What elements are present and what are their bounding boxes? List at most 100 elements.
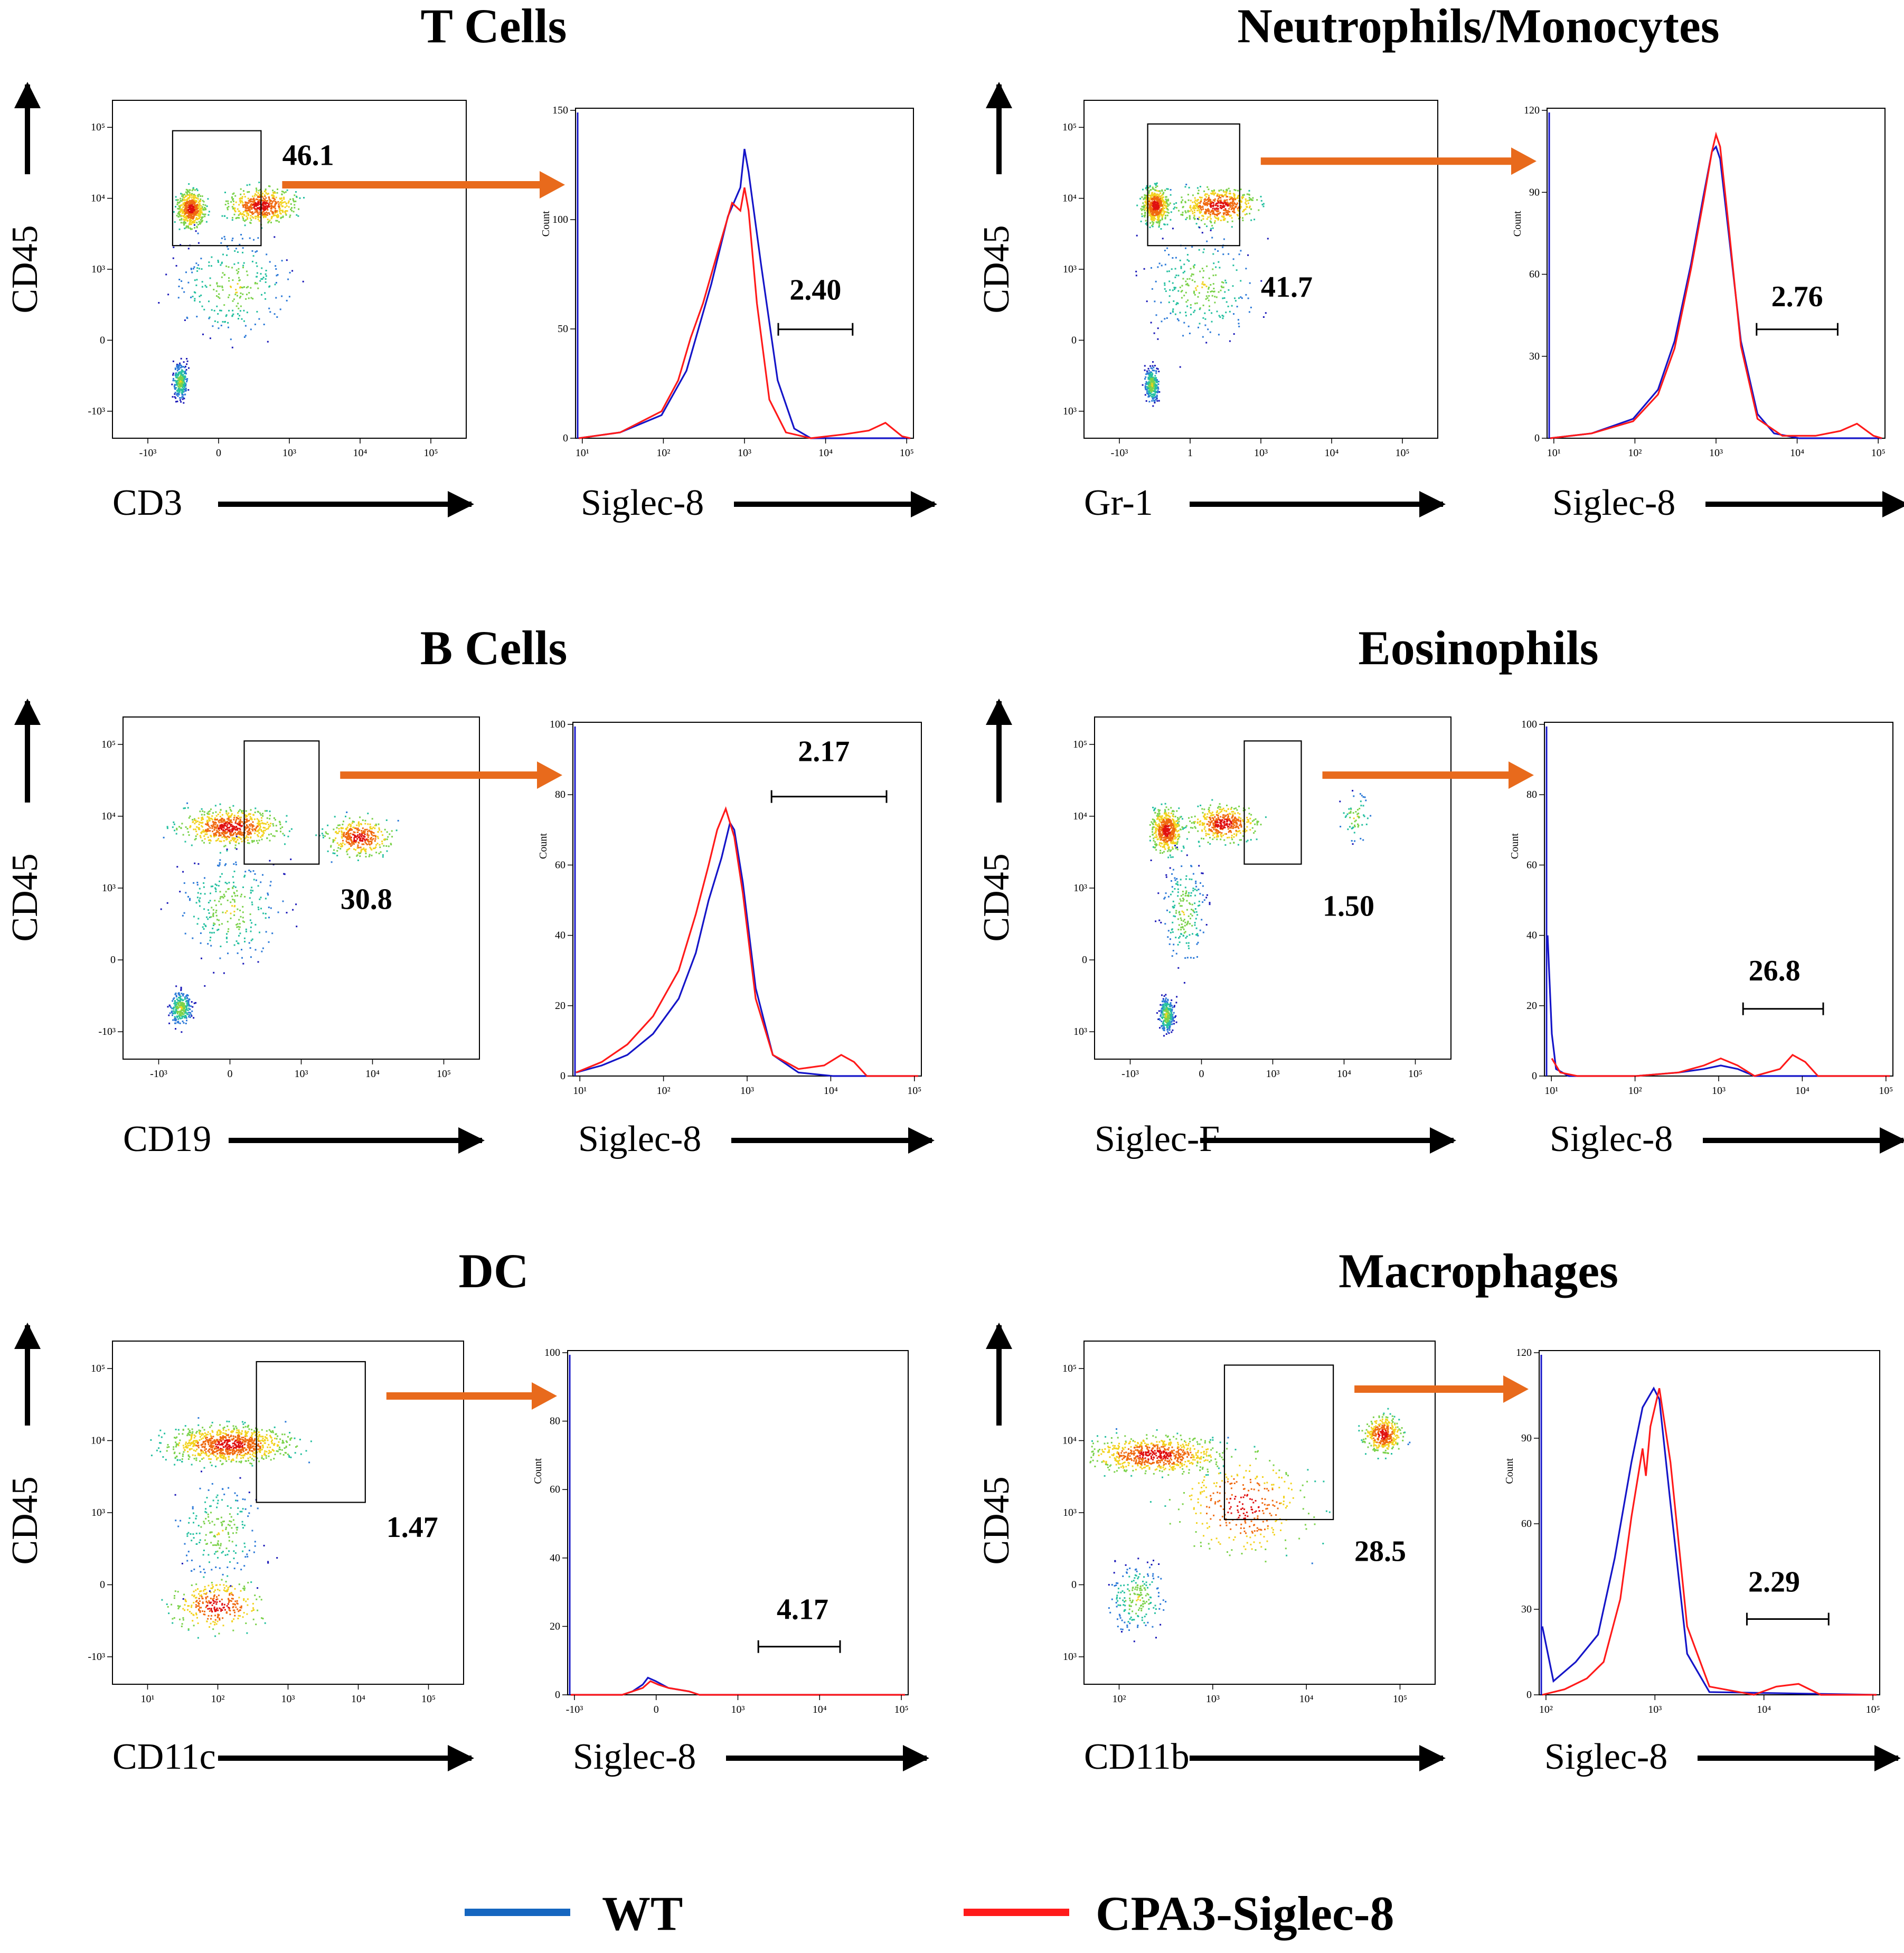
event-dot <box>1166 247 1168 249</box>
event-dot <box>193 211 195 213</box>
event-dot <box>186 380 188 382</box>
event-dot <box>273 206 275 208</box>
event-dot <box>268 834 270 836</box>
event-dot <box>353 841 355 843</box>
y-axis-label: CD45 <box>5 225 45 313</box>
event-dot <box>1217 211 1218 213</box>
event-dot <box>274 284 276 286</box>
event-dot <box>378 827 380 829</box>
event-dot <box>285 203 287 205</box>
event-dot <box>228 830 230 832</box>
event-dot <box>1155 377 1157 379</box>
event-dot <box>1156 387 1158 389</box>
event-dot <box>1212 202 1214 204</box>
event-dot <box>182 1020 184 1022</box>
event-dot <box>1164 824 1166 826</box>
event-dot <box>186 193 188 195</box>
event-dot <box>200 258 202 260</box>
event-dot <box>214 817 216 819</box>
event-dot <box>1226 190 1228 192</box>
event-dot <box>185 1017 187 1019</box>
event-dot <box>231 905 233 907</box>
event-dot <box>1153 211 1155 213</box>
event-dot <box>1231 220 1233 222</box>
event-dot <box>1205 199 1207 201</box>
event-dot <box>255 828 257 831</box>
event-dot <box>207 198 209 200</box>
event-dot <box>186 994 188 996</box>
event-dot <box>274 203 276 205</box>
event-dot <box>270 881 272 883</box>
event-dot <box>242 265 244 267</box>
event-dot <box>1163 210 1165 212</box>
event-dot <box>1208 295 1210 297</box>
event-dot <box>212 825 214 827</box>
event-dot <box>201 817 203 819</box>
event-dot <box>262 203 265 205</box>
event-dot <box>208 816 210 818</box>
event-dot <box>184 202 186 204</box>
event-dot <box>225 836 227 838</box>
event-dot <box>234 211 237 213</box>
event-dot <box>178 379 181 381</box>
event-dot <box>201 839 203 842</box>
event-dot <box>221 895 223 898</box>
event-dot <box>285 214 287 216</box>
event-dot <box>231 834 233 836</box>
event-dot <box>253 839 255 842</box>
event-dot <box>376 836 379 838</box>
event-dot <box>263 324 265 325</box>
event-dot <box>277 274 279 276</box>
event-dot <box>242 202 244 204</box>
event-dot <box>1135 275 1137 277</box>
event-dot <box>223 823 225 825</box>
event-dot <box>1181 290 1183 292</box>
event-dot <box>322 828 324 830</box>
event-dot <box>1199 209 1201 211</box>
event-dot <box>235 848 238 850</box>
event-dot <box>180 197 182 200</box>
x-tick-label: 0 <box>228 1068 233 1080</box>
event-dot <box>1154 202 1156 203</box>
event-dot <box>195 902 197 904</box>
event-dot <box>1163 192 1165 194</box>
event-dot <box>1156 379 1158 381</box>
event-dot <box>248 834 250 836</box>
event-dot <box>357 836 360 838</box>
event-dot <box>297 215 299 217</box>
event-dot <box>176 1004 178 1006</box>
event-dot <box>1147 378 1149 380</box>
event-dot <box>1176 841 1179 843</box>
event-dot <box>224 864 226 866</box>
event-dot <box>1162 201 1164 203</box>
event-dot <box>236 926 238 928</box>
event-dot <box>1176 302 1178 304</box>
event-dot <box>178 1015 180 1017</box>
event-dot <box>241 821 243 823</box>
event-dot <box>1208 212 1210 214</box>
event-dot <box>281 193 283 195</box>
event-dot <box>258 908 260 910</box>
event-dot <box>360 846 362 848</box>
event-dot <box>353 821 355 823</box>
event-dot <box>211 827 213 829</box>
event-dot <box>350 829 352 831</box>
event-dot <box>182 995 184 997</box>
event-dot <box>195 838 197 839</box>
event-dot <box>220 309 222 312</box>
event-dot <box>179 211 181 213</box>
event-dot <box>1189 210 1191 212</box>
event-dot <box>190 211 192 213</box>
event-dot <box>341 834 343 836</box>
event-dot <box>257 811 259 813</box>
x-tick-label: 10⁴ <box>365 1068 380 1080</box>
event-dot <box>226 850 228 852</box>
event-dot <box>1216 310 1218 313</box>
event-dot <box>267 341 269 343</box>
event-dot <box>1214 296 1216 298</box>
event-dot <box>182 397 184 398</box>
event-dot <box>279 308 281 310</box>
event-dot <box>1175 837 1177 839</box>
event-dot <box>1216 195 1218 197</box>
event-dot <box>254 873 256 875</box>
